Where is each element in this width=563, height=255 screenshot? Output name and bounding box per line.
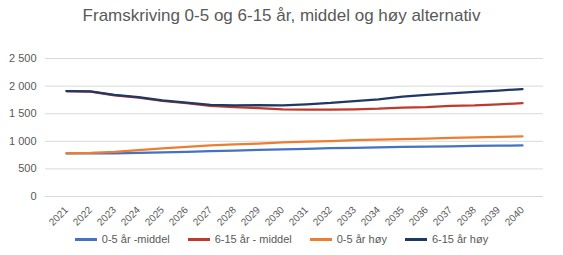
svg-text:2 500: 2 500 bbox=[9, 52, 37, 64]
svg-text:2022: 2022 bbox=[71, 204, 95, 228]
svg-text:1 000: 1 000 bbox=[9, 135, 37, 147]
svg-text:2029: 2029 bbox=[239, 204, 263, 228]
svg-text:500: 500 bbox=[18, 162, 36, 174]
html-text:0-5 år høy: 0-5 år høy bbox=[336, 233, 387, 245]
svg-text:2 000: 2 000 bbox=[9, 80, 37, 92]
svg-text:2038: 2038 bbox=[455, 204, 479, 228]
svg-text:2030: 2030 bbox=[263, 204, 287, 228]
svg-text:2036: 2036 bbox=[407, 204, 431, 228]
svg-text:2034: 2034 bbox=[359, 204, 383, 228]
html-text:6-15 år - middel: 6-15 år - middel bbox=[214, 233, 292, 245]
html-text:6-15 år høy: 6-15 år høy bbox=[431, 233, 489, 245]
svg-text:2021: 2021 bbox=[47, 204, 71, 228]
svg-text:2025: 2025 bbox=[143, 204, 167, 228]
svg-text:0: 0 bbox=[30, 190, 36, 202]
svg-text:1 500: 1 500 bbox=[9, 107, 37, 119]
svg-text:2035: 2035 bbox=[383, 204, 407, 228]
svg-text:2039: 2039 bbox=[479, 204, 503, 228]
html-text:Framskriving 0-5 og 6-15 år, m: Framskriving 0-5 og 6-15 år, middel og h… bbox=[82, 6, 481, 25]
svg-text:2032: 2032 bbox=[311, 204, 335, 228]
svg-text:2027: 2027 bbox=[191, 204, 215, 228]
svg-text:2026: 2026 bbox=[167, 204, 191, 228]
html-text:0-5 år -middel: 0-5 år -middel bbox=[101, 233, 170, 245]
svg-text:2033: 2033 bbox=[335, 204, 359, 228]
svg-text:2024: 2024 bbox=[119, 204, 143, 228]
svg-text:2023: 2023 bbox=[95, 204, 119, 228]
svg-text:2031: 2031 bbox=[287, 204, 311, 228]
svg-text:2028: 2028 bbox=[215, 204, 239, 228]
svg-text:2037: 2037 bbox=[431, 204, 455, 228]
svg-text:2040: 2040 bbox=[503, 204, 527, 228]
